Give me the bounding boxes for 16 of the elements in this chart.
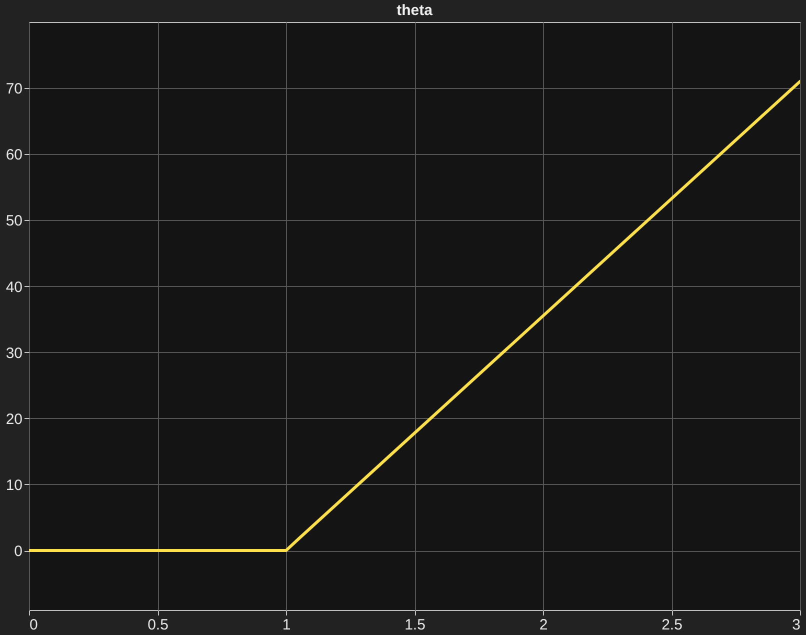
x-tick-label: 1.5: [404, 616, 426, 634]
x-tick-label: 0.5: [148, 616, 168, 634]
x-tick-label: 1: [282, 616, 291, 634]
x-tick-label: 3: [792, 616, 800, 634]
y-tick-label: 60: [6, 146, 22, 164]
y-tick-label: 70: [6, 80, 22, 98]
chart-title: theta: [396, 2, 434, 19]
y-tick-label: 20: [6, 410, 22, 428]
y-tick-label: 50: [6, 212, 22, 230]
y-tick-label: 10: [6, 476, 22, 494]
x-tick-label: 0: [30, 616, 38, 634]
x-tick-label: 2: [539, 616, 548, 634]
y-tick-label: 30: [6, 344, 22, 362]
y-tick-label: 0: [14, 543, 22, 560]
x-tick-label: 2.5: [662, 616, 682, 634]
y-tick-label: 40: [6, 278, 22, 296]
